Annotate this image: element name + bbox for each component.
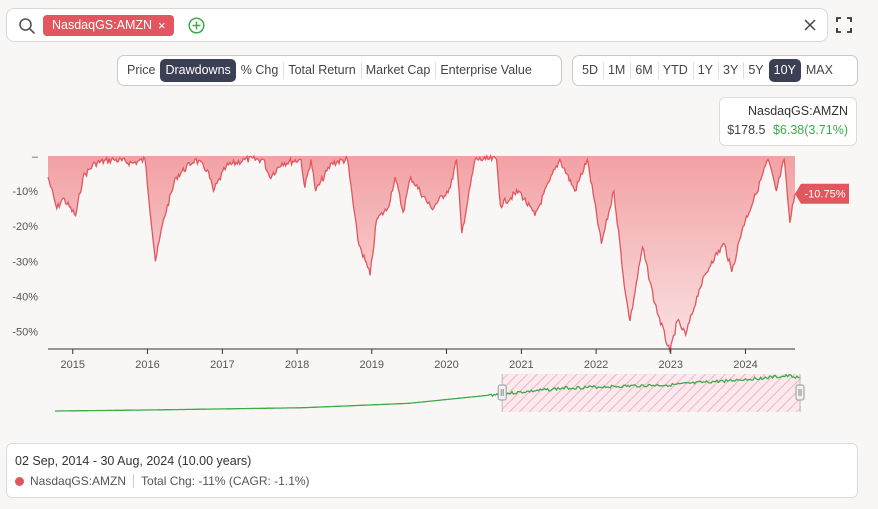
y-tick-label: -50%: [12, 326, 38, 338]
metric-selector: Price Drawdowns% Chg Total Return Market Ca…: [117, 55, 562, 86]
last-value-marker: [795, 183, 849, 204]
x-tick-label: 2021: [509, 359, 533, 371]
tab-price[interactable]: Price: [127, 63, 156, 77]
y-tick-label: –: [32, 151, 39, 163]
add-ticker-icon[interactable]: [188, 17, 205, 34]
ticker-summary: NasdaqGS:AMZN $178.5 $6.38(3.71%): [719, 97, 857, 146]
range-10y[interactable]: 10Y: [768, 59, 801, 82]
navigator-right-handle[interactable]: [795, 384, 805, 401]
x-tick-label: 2019: [360, 359, 384, 371]
range-max[interactable]: MAX: [805, 63, 833, 77]
summary-panel: 02 Sep, 2014 - 30 Aug, 2024 (10.00 years…: [6, 443, 858, 498]
date-range-text: 02 Sep, 2014 - 30 Aug, 2024 (10.00 years…: [15, 454, 252, 468]
navigator-line: [55, 373, 800, 412]
ticker-price: $178.5: [727, 123, 766, 137]
range-3y[interactable]: 3Y: [718, 59, 745, 82]
search-icon: [19, 18, 35, 34]
y-tick-label: -30%: [12, 256, 38, 268]
range-selector: 5D 1M 6M YTD 1Y 3Y 5Y 10Y MAX: [572, 55, 858, 86]
x-tick-label: 2024: [733, 359, 757, 371]
drawdown-chart[interactable]: – -10% -20% -30% -40% -50% 2015 2016 2017 2018 20…: [0, 150, 878, 420]
tab-total-return[interactable]: Total Return: [283, 59, 363, 82]
series-color-dot: [15, 476, 24, 486]
ticker-chip[interactable]: NasdaqGS:AMZN ×: [43, 15, 174, 36]
x-tick-label: 2018: [285, 359, 309, 371]
range-6m[interactable]: 6M: [630, 59, 660, 82]
ticker-chip-label: NasdaqGS:AMZN: [52, 18, 153, 32]
tab-market-cap[interactable]: Market Cap: [361, 59, 436, 82]
y-tick-label: -20%: [12, 221, 38, 233]
drawdown-line: [47, 153, 796, 353]
tab-drawdowns[interactable]: Drawdowns: [160, 59, 236, 82]
ticker-change: $6.38(3.71%): [772, 123, 848, 137]
x-tick-label: 2022: [584, 359, 608, 371]
x-tick-label: 2023: [659, 359, 683, 371]
navigator-left-handle[interactable]: [497, 384, 507, 401]
range-5d[interactable]: 5D: [577, 59, 604, 82]
navigator-selection[interactable]: [502, 374, 801, 412]
x-tick-label: 2020: [434, 359, 458, 371]
range-1m[interactable]: 1M: [603, 59, 632, 82]
tab-chg[interactable]: % Chg: [236, 59, 284, 82]
divider: [133, 474, 135, 488]
last-value-label: -10.75%: [805, 189, 846, 201]
x-tick-label: 2016: [135, 359, 159, 371]
search-bar[interactable]: NasdaqGS:AMZN ×: [6, 8, 828, 42]
range-5y[interactable]: 5Y: [748, 63, 764, 77]
clear-search-icon[interactable]: [803, 18, 817, 32]
drawdown-area: [48, 156, 795, 353]
y-tick-label: -10%: [12, 186, 38, 198]
summary-ticker: NasdaqGS:AMZN: [30, 474, 127, 488]
tab-enterprise-value[interactable]: Enterprise Value: [440, 63, 532, 77]
remove-ticker-icon[interactable]: ×: [158, 18, 166, 33]
x-tick-label: 2015: [61, 359, 85, 371]
range-1y[interactable]: 1Y: [693, 59, 720, 82]
y-tick-label: -40%: [12, 291, 38, 303]
total-change-text: Total Chg: -11% (CAGR: -1.1%): [141, 474, 310, 488]
ticker-name: NasdaqGS:AMZN: [747, 104, 848, 118]
range-ytd[interactable]: YTD: [658, 59, 694, 82]
x-tick-label: 2017: [210, 359, 234, 371]
fullscreen-icon[interactable]: [836, 17, 852, 33]
